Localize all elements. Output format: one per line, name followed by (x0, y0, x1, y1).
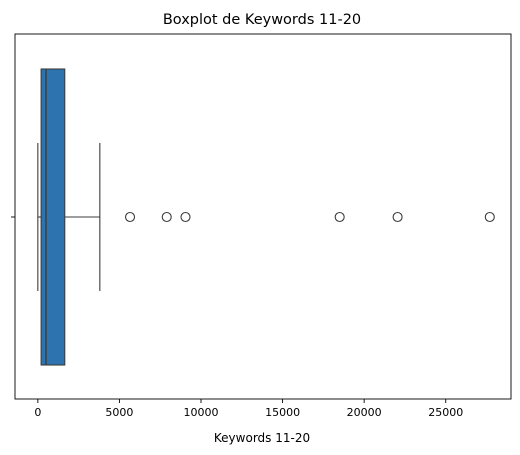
x-tick-label: 20000 (347, 406, 382, 419)
outlier-point (161, 211, 172, 223)
x-tick-label: 15000 (265, 406, 300, 419)
x-axis: 0 5000 10000 15000 20000 25000 (34, 399, 463, 419)
boxplot-marks (37, 68, 495, 366)
plot-frame (14, 33, 512, 400)
x-tick-label: 0 (34, 406, 41, 419)
x-tick-label: 10000 (184, 406, 219, 419)
plot-area (11, 33, 512, 400)
x-tick-label: 25000 (428, 406, 463, 419)
outlier-point (334, 211, 345, 223)
outlier-point (124, 211, 136, 223)
chart-title: Boxplot de Keywords 11-20 (163, 12, 361, 28)
outlier-point (484, 211, 495, 223)
box-iqr (40, 68, 66, 366)
x-axis-label: Keywords 11-20 (214, 431, 310, 445)
x-tick-label: 5000 (105, 406, 133, 419)
outlier-point (180, 211, 191, 223)
outlier-point (392, 211, 403, 223)
